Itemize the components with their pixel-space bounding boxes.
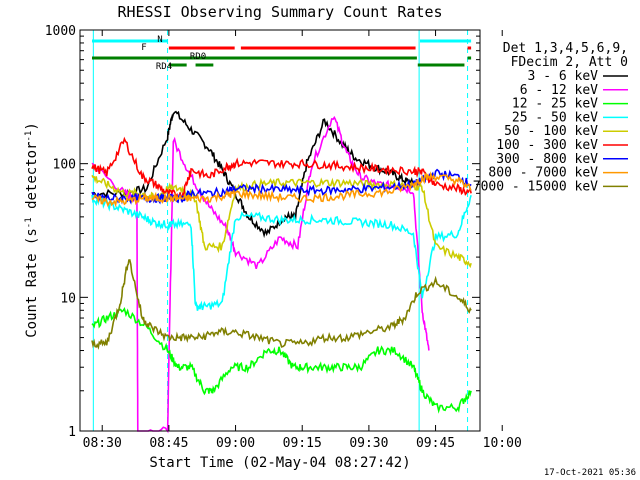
series-line-2	[91, 307, 472, 414]
legend-label-6: 300 - 800 keV	[496, 152, 598, 167]
footer-date: 17-Oct-2021 05:36	[544, 468, 636, 478]
x-tick-label-4: 09:30	[349, 436, 388, 451]
x-tick-label-6: 10:00	[483, 436, 522, 451]
state-label-rd4: RD4	[156, 62, 172, 72]
x-tick-label-0: 08:30	[83, 436, 122, 451]
y-tick-label-1: 10	[60, 291, 76, 306]
legend-label-8: 7000 - 15000 keV	[473, 179, 598, 194]
legend-label-0: 3 - 6 keV	[528, 69, 599, 84]
series-line-3	[91, 194, 472, 311]
series-line-5	[91, 136, 472, 202]
x-tick-label-5: 09:45	[416, 436, 455, 451]
series-line-6	[91, 168, 472, 205]
legend-label-7: 800 - 7000 keV	[488, 166, 598, 181]
plot-area: N F RD0 RD4	[91, 30, 472, 434]
series-line-7	[91, 171, 472, 208]
x-tick-label-1: 08:45	[149, 436, 188, 451]
series-line-1	[91, 115, 430, 434]
series-line-8	[91, 259, 472, 350]
y-axis-ticks: 1 10 100 1000	[45, 24, 480, 440]
x-axis-label: Start Time (02-May-04 08:27:42)	[149, 455, 410, 471]
series-line-0	[91, 110, 416, 239]
legend-label-2: 12 - 25 keV	[512, 97, 598, 112]
x-tick-label-2: 09:00	[216, 436, 255, 451]
x-tick-label-3: 09:15	[283, 436, 322, 451]
legend-header-line-2: FDecim 2, Att 0	[511, 55, 628, 70]
y-tick-label-3: 1000	[45, 24, 76, 39]
plot-frame	[79, 29, 481, 432]
legend-label-4: 50 - 100 keV	[504, 124, 598, 139]
state-label-n: N	[157, 35, 162, 45]
state-label-rd0: RD0	[190, 52, 206, 62]
legend: Det 1,3,4,5,6,9, FDecim 2, Att 0 3 - 6 k…	[473, 41, 628, 194]
y-axis-label: Count Rate (s-1 detector-1)	[24, 122, 40, 338]
chart-title: RHESSI Observing Summary Count Rates	[117, 3, 442, 21]
state-label-f: F	[141, 43, 146, 53]
legend-label-5: 100 - 300 keV	[496, 138, 598, 153]
legend-label-3: 25 - 50 keV	[512, 110, 598, 125]
y-tick-label-0: 1	[68, 425, 76, 440]
x-axis-ticks: 08:30 08:45 09:00 09:15 09:30 09:45 10:00	[83, 30, 522, 451]
legend-header-line-1: Det 1,3,4,5,6,9,	[503, 41, 628, 56]
y-tick-label-2: 100	[53, 158, 76, 173]
legend-label-1: 6 - 12 keV	[520, 83, 598, 98]
